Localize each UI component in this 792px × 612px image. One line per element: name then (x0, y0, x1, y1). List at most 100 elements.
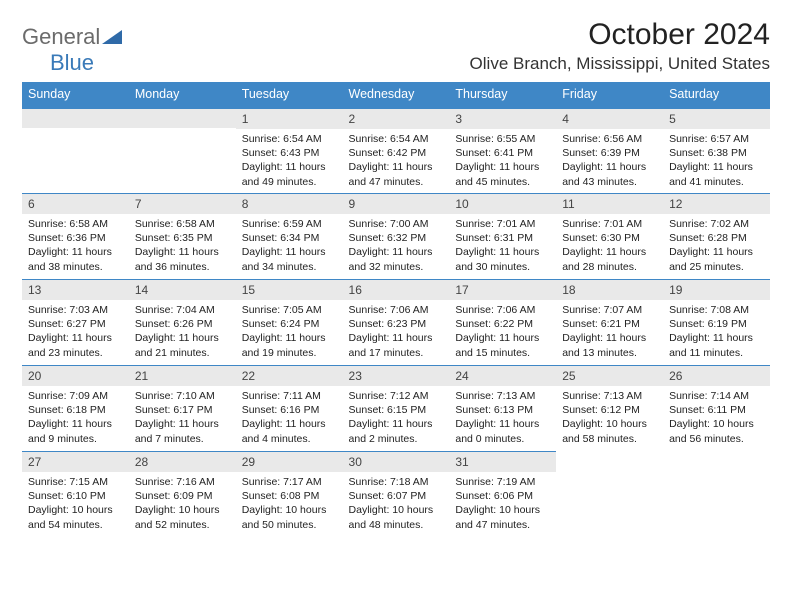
day-number: 29 (236, 451, 343, 472)
daylight-line: Daylight: 10 hours and 54 minutes. (28, 503, 123, 531)
day-details: Sunrise: 7:08 AMSunset: 6:19 PMDaylight:… (663, 300, 770, 364)
sunset-line: Sunset: 6:07 PM (349, 489, 444, 503)
daylight-line: Daylight: 11 hours and 7 minutes. (135, 417, 230, 445)
day-number: 23 (343, 365, 450, 386)
page-title: October 2024 (470, 18, 770, 52)
weekday-header: Sunday (22, 82, 129, 107)
logo-triangle-icon (102, 30, 122, 49)
sunset-line: Sunset: 6:41 PM (455, 146, 550, 160)
sunrise-line: Sunrise: 7:15 AM (28, 475, 123, 489)
daylight-line: Daylight: 10 hours and 52 minutes. (135, 503, 230, 531)
day-number: 19 (663, 279, 770, 300)
daylight-line: Daylight: 11 hours and 41 minutes. (669, 160, 764, 188)
daylight-line: Daylight: 11 hours and 21 minutes. (135, 331, 230, 359)
sunrise-line: Sunrise: 6:55 AM (455, 132, 550, 146)
sunset-line: Sunset: 6:17 PM (135, 403, 230, 417)
sunset-line: Sunset: 6:18 PM (28, 403, 123, 417)
sunset-line: Sunset: 6:19 PM (669, 317, 764, 331)
sunrise-line: Sunrise: 7:13 AM (562, 389, 657, 403)
day-details: Sunrise: 6:54 AMSunset: 6:42 PMDaylight:… (343, 129, 450, 193)
sunset-line: Sunset: 6:31 PM (455, 231, 550, 245)
calendar-cell: 29Sunrise: 7:17 AMSunset: 6:08 PMDayligh… (236, 451, 343, 537)
day-number: 4 (556, 108, 663, 129)
sunset-line: Sunset: 6:12 PM (562, 403, 657, 417)
sunrise-line: Sunrise: 7:05 AM (242, 303, 337, 317)
day-number: 22 (236, 365, 343, 386)
calendar-cell: 6Sunrise: 6:58 AMSunset: 6:36 PMDaylight… (22, 193, 129, 279)
logo-part1: General (22, 24, 100, 49)
calendar-cell: 19Sunrise: 7:08 AMSunset: 6:19 PMDayligh… (663, 279, 770, 365)
logo-text: General Blue (22, 24, 122, 76)
calendar-cell: 24Sunrise: 7:13 AMSunset: 6:13 PMDayligh… (449, 365, 556, 451)
day-number: 7 (129, 193, 236, 214)
calendar-cell: 16Sunrise: 7:06 AMSunset: 6:23 PMDayligh… (343, 279, 450, 365)
day-details: Sunrise: 7:13 AMSunset: 6:13 PMDaylight:… (449, 386, 556, 450)
calendar-cell: 2Sunrise: 6:54 AMSunset: 6:42 PMDaylight… (343, 107, 450, 193)
sunrise-line: Sunrise: 7:19 AM (455, 475, 550, 489)
sunrise-line: Sunrise: 7:12 AM (349, 389, 444, 403)
sunset-line: Sunset: 6:22 PM (455, 317, 550, 331)
sunset-line: Sunset: 6:11 PM (669, 403, 764, 417)
calendar-cell: 8Sunrise: 6:59 AMSunset: 6:34 PMDaylight… (236, 193, 343, 279)
day-number: 11 (556, 193, 663, 214)
day-number: 8 (236, 193, 343, 214)
daylight-line: Daylight: 11 hours and 43 minutes. (562, 160, 657, 188)
sunset-line: Sunset: 6:24 PM (242, 317, 337, 331)
calendar-week-row: 1Sunrise: 6:54 AMSunset: 6:43 PMDaylight… (22, 107, 770, 193)
calendar-cell (22, 107, 129, 193)
sunrise-line: Sunrise: 6:56 AM (562, 132, 657, 146)
calendar-cell: 26Sunrise: 7:14 AMSunset: 6:11 PMDayligh… (663, 365, 770, 451)
daylight-line: Daylight: 11 hours and 0 minutes. (455, 417, 550, 445)
sunrise-line: Sunrise: 7:06 AM (455, 303, 550, 317)
day-number: 17 (449, 279, 556, 300)
weekday-header: Tuesday (236, 82, 343, 107)
day-details: Sunrise: 6:59 AMSunset: 6:34 PMDaylight:… (236, 214, 343, 278)
calendar-cell: 14Sunrise: 7:04 AMSunset: 6:26 PMDayligh… (129, 279, 236, 365)
day-number: 3 (449, 108, 556, 129)
sunrise-line: Sunrise: 7:14 AM (669, 389, 764, 403)
day-number: 14 (129, 279, 236, 300)
calendar-week-row: 13Sunrise: 7:03 AMSunset: 6:27 PMDayligh… (22, 279, 770, 365)
day-number: 21 (129, 365, 236, 386)
calendar-cell: 20Sunrise: 7:09 AMSunset: 6:18 PMDayligh… (22, 365, 129, 451)
day-details: Sunrise: 7:11 AMSunset: 6:16 PMDaylight:… (236, 386, 343, 450)
weekday-header: Thursday (449, 82, 556, 107)
day-number: 16 (343, 279, 450, 300)
daylight-line: Daylight: 11 hours and 13 minutes. (562, 331, 657, 359)
sunrise-line: Sunrise: 7:04 AM (135, 303, 230, 317)
day-number: 26 (663, 365, 770, 386)
sunset-line: Sunset: 6:30 PM (562, 231, 657, 245)
sunrise-line: Sunrise: 7:17 AM (242, 475, 337, 489)
daylight-line: Daylight: 11 hours and 34 minutes. (242, 245, 337, 273)
day-details: Sunrise: 7:19 AMSunset: 6:06 PMDaylight:… (449, 472, 556, 536)
sunrise-line: Sunrise: 6:54 AM (349, 132, 444, 146)
header: General Blue October 2024 Olive Branch, … (22, 18, 770, 76)
day-details: Sunrise: 6:58 AMSunset: 6:35 PMDaylight:… (129, 214, 236, 278)
sunrise-line: Sunrise: 7:16 AM (135, 475, 230, 489)
day-number: 27 (22, 451, 129, 472)
calendar-cell (556, 451, 663, 537)
sunrise-line: Sunrise: 6:58 AM (28, 217, 123, 231)
day-details: Sunrise: 7:06 AMSunset: 6:22 PMDaylight:… (449, 300, 556, 364)
title-block: October 2024 Olive Branch, Mississippi, … (470, 18, 770, 74)
sunset-line: Sunset: 6:36 PM (28, 231, 123, 245)
day-details: Sunrise: 7:01 AMSunset: 6:30 PMDaylight:… (556, 214, 663, 278)
day-details: Sunrise: 7:09 AMSunset: 6:18 PMDaylight:… (22, 386, 129, 450)
calendar-cell: 12Sunrise: 7:02 AMSunset: 6:28 PMDayligh… (663, 193, 770, 279)
day-details: Sunrise: 6:55 AMSunset: 6:41 PMDaylight:… (449, 129, 556, 193)
sunrise-line: Sunrise: 7:06 AM (349, 303, 444, 317)
calendar-cell: 3Sunrise: 6:55 AMSunset: 6:41 PMDaylight… (449, 107, 556, 193)
day-number: 28 (129, 451, 236, 472)
day-details: Sunrise: 7:07 AMSunset: 6:21 PMDaylight:… (556, 300, 663, 364)
sunset-line: Sunset: 6:35 PM (135, 231, 230, 245)
daylight-line: Daylight: 11 hours and 36 minutes. (135, 245, 230, 273)
calendar-cell (129, 107, 236, 193)
calendar-cell: 23Sunrise: 7:12 AMSunset: 6:15 PMDayligh… (343, 365, 450, 451)
calendar-table: SundayMondayTuesdayWednesdayThursdayFrid… (22, 82, 770, 537)
location: Olive Branch, Mississippi, United States (470, 54, 770, 74)
daylight-line: Daylight: 11 hours and 19 minutes. (242, 331, 337, 359)
day-details: Sunrise: 7:12 AMSunset: 6:15 PMDaylight:… (343, 386, 450, 450)
calendar-cell: 22Sunrise: 7:11 AMSunset: 6:16 PMDayligh… (236, 365, 343, 451)
calendar-cell: 17Sunrise: 7:06 AMSunset: 6:22 PMDayligh… (449, 279, 556, 365)
calendar-cell: 4Sunrise: 6:56 AMSunset: 6:39 PMDaylight… (556, 107, 663, 193)
